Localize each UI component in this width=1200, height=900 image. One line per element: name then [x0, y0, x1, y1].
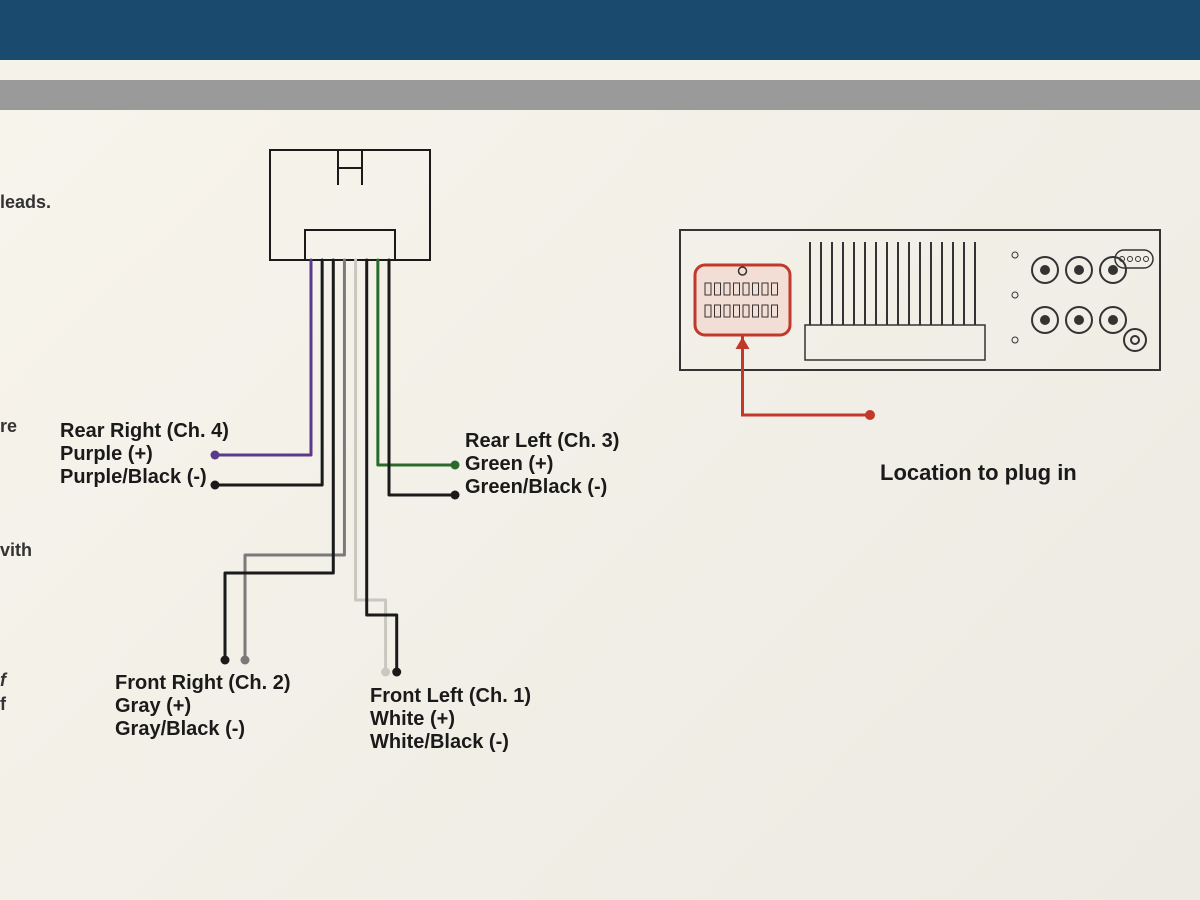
diagram-svg	[0, 0, 1200, 900]
page-root: leads. re vith f f Rear Right (Ch. 4) Pu…	[0, 0, 1200, 900]
